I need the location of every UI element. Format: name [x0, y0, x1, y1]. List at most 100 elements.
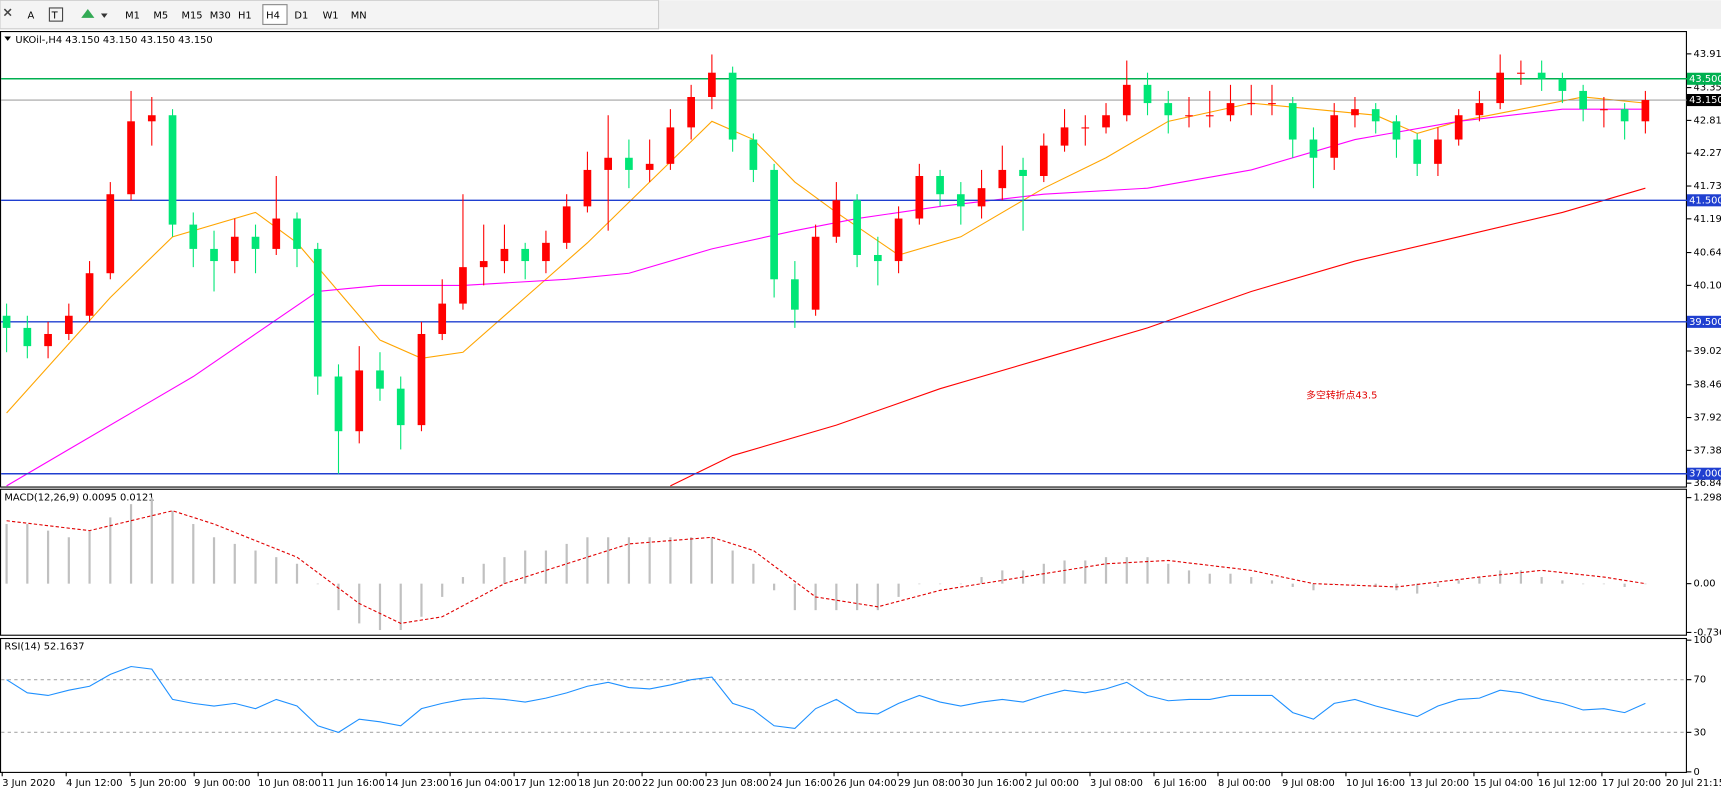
timeframe-button[interactable]: M5 [153, 11, 168, 22]
macd-bar [690, 537, 693, 584]
candle-body [1434, 139, 1442, 164]
macd-bar [959, 583, 962, 585]
candle-body [127, 121, 135, 195]
macd-bar [773, 583, 776, 591]
candle-body [1392, 121, 1401, 140]
timeframe-button[interactable]: H4 [266, 11, 280, 22]
candle-body [355, 370, 364, 432]
candle-body [334, 376, 343, 432]
candle-body [230, 236, 239, 262]
macd-bar [1229, 573, 1232, 584]
timeframe-button[interactable]: D1 [294, 11, 308, 22]
rsi-panel [0, 637, 1687, 773]
x-tick-label: 13 Jul 20:00 [1410, 778, 1469, 789]
macd-title: MACD(12,26,9) 0.0095 0.0121 [4, 492, 154, 503]
macd-bar [731, 550, 734, 584]
moving-average [6, 96, 1646, 414]
candle-body [1143, 84, 1152, 104]
x-tick-label: 11 Jun 16:00 [322, 778, 385, 789]
label-tool[interactable] [48, 7, 64, 22]
candle-body [106, 194, 115, 274]
candle-body [1454, 115, 1463, 140]
candle-body [874, 254, 882, 262]
candle-body [1475, 103, 1484, 116]
timeframe-button[interactable]: H1 [238, 11, 252, 22]
candle-body [894, 218, 903, 262]
y-tick-label: 0 [1694, 767, 1700, 778]
candle-body [770, 169, 778, 280]
x-tick-label: 29 Jun 08:00 [898, 778, 961, 789]
y-tick-label: 37.925 [1694, 413, 1721, 424]
macd-bar [1540, 577, 1543, 584]
menu-arrow[interactable] [4, 36, 11, 41]
candle-body [749, 139, 758, 170]
candle-body [1413, 139, 1422, 164]
x-tick-label: 17 Jul 20:00 [1602, 778, 1661, 789]
macd-signal [6, 510, 1646, 624]
x-tick-label: 5 Jun 20:00 [130, 778, 186, 789]
macd-bar [441, 583, 444, 597]
macd-bar [316, 583, 319, 585]
candle-body [625, 157, 633, 170]
candle-body [500, 248, 509, 262]
x-tick-label: 23 Jun 08:00 [706, 778, 769, 789]
macd-bar [627, 537, 631, 584]
candle-body [147, 115, 156, 122]
level-tag [1686, 94, 1721, 107]
macd-bar [876, 583, 879, 611]
macd-bar [1187, 570, 1191, 584]
macd-bar [171, 510, 174, 584]
macd-bar [835, 583, 838, 611]
candle-body [687, 97, 695, 128]
timeframe-button[interactable]: MN [351, 11, 367, 22]
macd-bar [109, 517, 112, 584]
candle-body [1496, 72, 1505, 104]
candle-body [1288, 103, 1297, 140]
dropdown-arrow[interactable] [100, 13, 108, 18]
candle-body [1060, 127, 1069, 146]
candle-body [210, 248, 218, 262]
text-tool[interactable]: A [27, 11, 34, 22]
candle-body [417, 333, 426, 426]
candle-body [998, 169, 1007, 189]
macd-bar [855, 583, 859, 611]
macd-bar [793, 583, 796, 611]
timeframe-button[interactable]: W1 [323, 11, 339, 22]
y-tick-label: 36.845 [1694, 478, 1721, 489]
candle-body [396, 388, 405, 426]
macd-bar [710, 537, 713, 584]
shapes-tool[interactable] [81, 9, 95, 18]
level-label: 43.500 [1689, 74, 1721, 85]
macd-bar [938, 583, 942, 585]
macd-bar [275, 557, 278, 584]
macd-bar [1146, 557, 1149, 584]
candle-body [2, 315, 11, 328]
main-panel [0, 31, 1687, 488]
candle-body [1558, 78, 1567, 91]
x-tick-label: 16 Jul 12:00 [1538, 778, 1597, 789]
macd-bar [88, 530, 91, 584]
rsi-line [6, 665, 1646, 733]
macd-bar [1499, 570, 1502, 584]
candle-body [313, 248, 322, 377]
y-tick-label: 0.00 [1694, 579, 1716, 590]
macd-bar [337, 583, 340, 611]
candle-body [189, 224, 198, 249]
candle-body [1351, 109, 1359, 116]
x-tick-label: 30 Jun 16:00 [962, 778, 1025, 789]
timeframe-button[interactable]: M30 [210, 11, 231, 22]
macd-bar [1519, 570, 1523, 584]
cross-icon[interactable] [3, 8, 12, 17]
macd-bar [1561, 580, 1564, 584]
candle-body [936, 175, 944, 195]
y-tick-label: 38.465 [1694, 380, 1721, 391]
level-label: 43.150 [1689, 95, 1721, 106]
macd-bar [399, 583, 402, 631]
candle-body [376, 370, 384, 389]
timeframe-button[interactable]: M15 [182, 11, 203, 22]
candle-body [1371, 109, 1380, 122]
timeframe-button[interactable]: M1 [125, 11, 140, 22]
macd-bar [1644, 583, 1647, 585]
y-tick-label: 70 [1694, 675, 1707, 686]
